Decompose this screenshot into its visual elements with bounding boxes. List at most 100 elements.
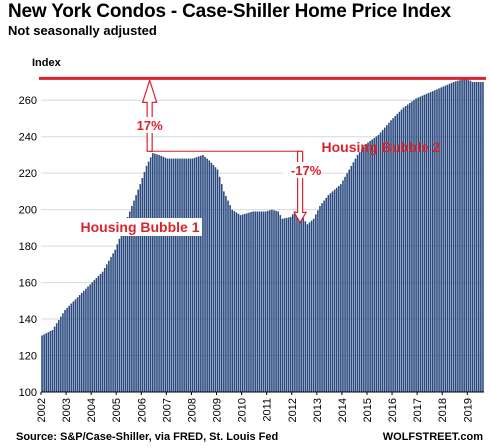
bar [469,80,472,393]
bar [429,92,432,392]
x-tick-label: 2005 [111,398,123,422]
bar [419,96,422,393]
bar [66,307,68,392]
bar [170,158,173,392]
bar [473,82,476,392]
bar [99,273,102,392]
bar [156,154,158,392]
bar [264,211,267,392]
bar [212,164,215,392]
bar [110,257,112,392]
bar [41,335,43,392]
bar [269,210,271,392]
bar [122,227,125,392]
bar [365,144,367,392]
x-tick-label: 2019 [462,398,474,422]
bar [124,222,127,392]
bar [440,87,442,393]
bar [310,220,313,392]
bar [369,140,371,392]
bar [68,305,71,392]
x-tick-label: 2008 [186,398,198,422]
bar [409,102,411,393]
bar [235,212,238,392]
y-tick-label: 180 [19,241,37,253]
bar [383,127,386,393]
bar [116,244,119,392]
bar [400,109,403,392]
bar [480,82,482,392]
bar [340,184,342,392]
bar [62,313,64,392]
chart-subtitle: Not seasonally adjusted [8,23,157,38]
bar [277,211,279,392]
bar [83,290,85,392]
bar [53,326,56,392]
bubble1-label: Housing Bubble 1 [81,219,200,235]
x-tick-label: 2003 [61,398,73,422]
bar [89,284,91,392]
bar [135,195,137,392]
bar [396,113,399,392]
bar [342,180,344,392]
bar [350,165,353,392]
bar [220,184,223,392]
bar [296,212,298,392]
bar [204,156,206,392]
bar [421,95,424,393]
bar [154,153,156,392]
bar [321,203,323,392]
bar [70,303,73,392]
bar [331,191,334,392]
bar [64,309,66,392]
bar [367,142,369,392]
bar [454,81,457,393]
bar [108,260,110,392]
bar [271,209,273,392]
y-tick-label: 240 [19,132,37,144]
bar [152,153,154,392]
bar [49,331,52,392]
x-tick-label: 2014 [337,398,349,422]
bubble2-label: Housing Bubble 2 [322,139,441,155]
bar [413,99,415,393]
bar [214,167,217,392]
bar [126,216,129,392]
bar [181,158,183,392]
bar [266,210,269,392]
bar [168,158,171,392]
bar [363,146,365,392]
bar [457,80,459,393]
bar [442,86,445,392]
bar [55,323,58,392]
x-tick-label: 2016 [387,398,399,422]
bar [446,84,449,392]
bar [185,158,188,392]
bar [139,184,142,392]
bar-series [41,78,484,393]
bar [243,213,246,392]
bar [72,301,75,392]
bar [417,97,419,392]
bubble1-background [80,218,202,236]
bar [101,271,104,392]
bar [436,89,438,392]
bar [432,91,434,392]
bar [333,189,336,392]
bar [465,78,468,393]
bar [91,282,93,392]
bar [312,218,315,392]
bar [463,78,465,392]
x-tick-label: 2013 [312,398,324,422]
x-tick-label: 2011 [262,398,274,422]
bar [273,210,275,392]
bar [187,158,190,392]
bar [319,206,321,392]
bar [93,280,96,392]
bar [189,158,192,392]
bar [298,213,300,392]
bar [133,200,135,392]
bar [360,149,363,392]
bar [411,101,413,392]
bar [283,218,286,392]
